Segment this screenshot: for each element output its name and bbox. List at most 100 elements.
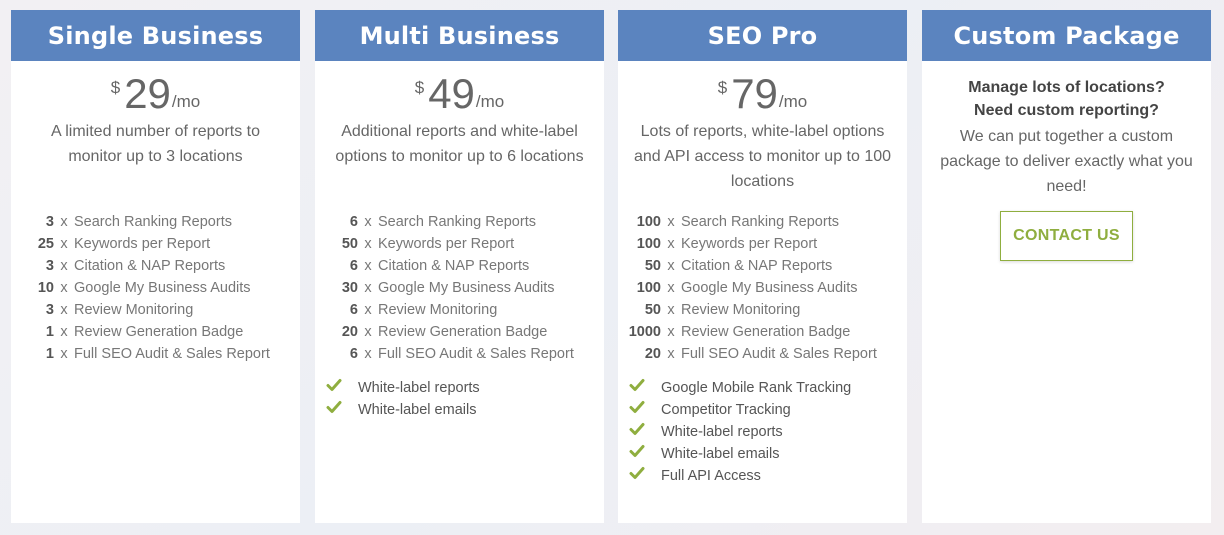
feature-list: 100 x Search Ranking Reports 100 x Keywo… (618, 211, 907, 487)
feature-quantity: 1 (45, 324, 54, 340)
feature-label: Review Monitoring (681, 302, 801, 318)
feature-multiplier: x (60, 324, 68, 340)
feature-label: Review Generation Badge (681, 324, 851, 340)
price-period: /mo (778, 92, 808, 111)
feature-quantity: 3 (45, 214, 54, 230)
price-currency: $ (110, 78, 121, 97)
plan-title: SEO Pro (618, 10, 907, 61)
extra-item: White-label emails (315, 399, 604, 421)
feature-multiplier: x (60, 280, 68, 296)
feature-multiplier: x (667, 258, 675, 274)
feature-label: Review Monitoring (74, 302, 194, 318)
check-icon (326, 378, 342, 391)
price-amount: 79 (731, 70, 778, 117)
feature-multiplier: x (667, 302, 675, 318)
feature-multiplier: x (60, 258, 68, 274)
feature-row: 3 x Citation & NAP Reports (11, 255, 300, 277)
plan-title: Multi Business (315, 10, 604, 61)
feature-quantity: 20 (644, 346, 661, 362)
feature-row: 100 x Keywords per Report (618, 233, 907, 255)
feature-label: Review Generation Badge (378, 324, 548, 340)
feature-quantity: 3 (45, 258, 54, 274)
feature-multiplier: x (364, 324, 372, 340)
feature-row: 100 x Search Ranking Reports (618, 211, 907, 233)
feature-multiplier: x (667, 214, 675, 230)
check-icon (629, 466, 645, 479)
check-icon (326, 400, 342, 413)
feature-label: Search Ranking Reports (681, 214, 839, 230)
extra-label: Competitor Tracking (661, 402, 791, 418)
price-amount: 29 (124, 70, 171, 117)
feature-multiplier: x (60, 214, 68, 230)
custom-description: We can put together a custom package to … (940, 128, 1193, 195)
extra-item: White-label reports (315, 377, 604, 399)
custom-question-locations: Manage lots of locations? (968, 79, 1165, 96)
feature-label: Citation & NAP Reports (681, 258, 833, 274)
extra-item: Google Mobile Rank Tracking (618, 377, 907, 399)
feature-multiplier: x (667, 324, 675, 340)
feature-label: Review Monitoring (378, 302, 498, 318)
feature-multiplier: x (364, 346, 372, 362)
feature-quantity: 50 (644, 302, 661, 318)
feature-quantity: 100 (636, 214, 661, 230)
plan-description: Lots of reports, white-label options and… (633, 123, 892, 190)
extra-label: Full API Access (661, 468, 761, 484)
feature-row: 50 x Review Monitoring (618, 299, 907, 321)
feature-row: 1000 x Review Generation Badge (618, 321, 907, 343)
price-currency: $ (717, 78, 728, 97)
feature-quantity: 1000 (628, 324, 661, 340)
feature-multiplier: x (60, 236, 68, 252)
feature-quantity: 100 (636, 236, 661, 252)
feature-multiplier: x (364, 280, 372, 296)
feature-row: 6 x Full SEO Audit & Sales Report (315, 343, 604, 365)
feature-multiplier: x (364, 302, 372, 318)
feature-quantity: 6 (349, 346, 358, 362)
extra-item: Competitor Tracking (618, 399, 907, 421)
price-period: /mo (171, 92, 201, 111)
price-amount: 49 (428, 70, 475, 117)
feature-multiplier: x (667, 280, 675, 296)
feature-row: 6 x Review Monitoring (315, 299, 604, 321)
feature-label: Review Generation Badge (74, 324, 244, 340)
price-currency: $ (414, 78, 425, 97)
contact-us-button[interactable]: CONTACT US (1000, 211, 1133, 261)
custom-questions: Manage lots of locations? Need custom re… (922, 76, 1211, 122)
plan-description: Additional reports and white-label optio… (335, 123, 584, 165)
feature-row: 50 x Citation & NAP Reports (618, 255, 907, 277)
check-icon (629, 422, 645, 435)
feature-row: 20 x Full SEO Audit & Sales Report (618, 343, 907, 365)
feature-label: Full SEO Audit & Sales Report (378, 346, 574, 362)
feature-quantity: 30 (341, 280, 358, 296)
feature-row: 100 x Google My Business Audits (618, 277, 907, 299)
plan-price: $ 29 /mo (11, 72, 300, 116)
feature-quantity: 6 (349, 302, 358, 318)
check-icon (629, 444, 645, 457)
plan-price: $ 79 /mo (618, 72, 907, 116)
feature-multiplier: x (364, 258, 372, 274)
feature-multiplier: x (667, 236, 675, 252)
feature-list: 3 x Search Ranking Reports 25 x Keywords… (11, 211, 300, 365)
extra-label: White-label emails (358, 402, 477, 418)
feature-multiplier: x (364, 236, 372, 252)
feature-label: Full SEO Audit & Sales Report (681, 346, 877, 362)
feature-row: 3 x Search Ranking Reports (11, 211, 300, 233)
feature-row: 30 x Google My Business Audits (315, 277, 604, 299)
extra-label: Google Mobile Rank Tracking (661, 380, 852, 396)
extra-item: Full API Access (618, 465, 907, 487)
feature-row: 10 x Google My Business Audits (11, 277, 300, 299)
plan-card-multi-business: Multi Business $ 49 /mo Additional repor… (315, 10, 604, 523)
feature-quantity: 25 (37, 236, 54, 252)
feature-quantity: 10 (37, 280, 54, 296)
plan-card-seo-pro: SEO Pro $ 79 /mo Lots of reports, white-… (618, 10, 907, 523)
feature-quantity: 6 (349, 214, 358, 230)
feature-label: Google My Business Audits (378, 280, 555, 296)
feature-multiplier: x (60, 302, 68, 318)
price-period: /mo (475, 92, 505, 111)
feature-row: 50 x Keywords per Report (315, 233, 604, 255)
feature-label: Google My Business Audits (74, 280, 251, 296)
included-extras: White-label reports White-label emails (315, 377, 604, 421)
feature-label: Citation & NAP Reports (378, 258, 530, 274)
feature-label: Search Ranking Reports (378, 214, 536, 230)
feature-row: 6 x Citation & NAP Reports (315, 255, 604, 277)
check-icon (629, 400, 645, 413)
